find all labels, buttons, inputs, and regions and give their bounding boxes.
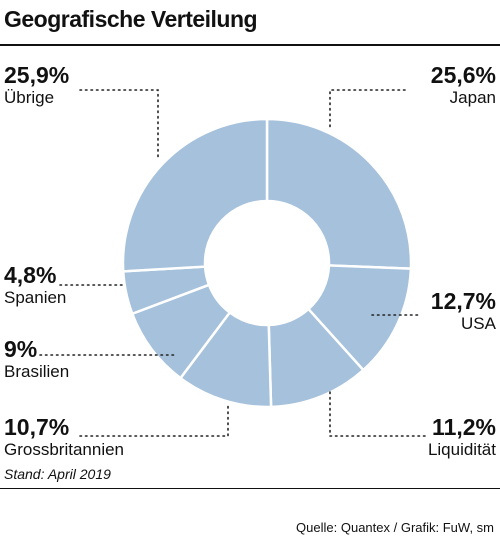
slice-name-usa: USA — [461, 314, 496, 333]
leader-line-japan — [329, 89, 406, 129]
chart-title: Geografische Verteilung — [4, 6, 258, 32]
label-liquiditaet: 11,2% Liquidität — [428, 414, 496, 460]
slice-pct-japan: 25,6% — [430, 62, 496, 88]
slice-name-brasilien: Brasilien — [4, 362, 70, 381]
slice-name-liquiditaet: Liquidität — [427, 440, 496, 459]
slice-japan — [265, 117, 413, 270]
source-credit: Quelle: Quantex / Grafik: FuW, sm — [296, 520, 494, 535]
slice-pct-uebrige: 25,9% — [4, 62, 70, 88]
title-rule — [0, 44, 500, 46]
footnote: Stand: April 2019 — [4, 466, 111, 482]
slice-name-japan: Japan — [449, 88, 496, 107]
slice-name-spanien: Spanien — [4, 288, 67, 307]
footer-rule — [0, 488, 500, 489]
slice-pct-liquiditaet: 11,2% — [432, 414, 496, 440]
slice-pct-brasilien: 9% — [4, 336, 38, 362]
slice-name-uebrige: Übrige — [4, 88, 55, 107]
slice-name-grossbritannien: Grossbritannien — [4, 440, 125, 459]
label-spanien: 4,8% Spanien — [4, 262, 66, 308]
label-uebrige: 25,9% Übrige — [4, 62, 69, 108]
leader-line-uebrige — [79, 89, 159, 161]
slice-pct-grossbritannien: 10,7% — [4, 414, 70, 440]
label-grossbritannien: 10,7% Grossbritannien — [4, 414, 124, 460]
label-usa: 12,7% USA — [431, 288, 496, 334]
slice-pct-usa: 12,7% — [430, 288, 496, 314]
leader-line-grossbritannien — [79, 404, 229, 437]
slice-uebrige — [121, 117, 269, 273]
slice-pct-spanien: 4,8% — [4, 262, 57, 288]
label-brasilien: 9% Brasilien — [4, 336, 69, 382]
leader-line-liquiditaet — [329, 391, 426, 437]
label-japan: 25,6% Japan — [431, 62, 496, 108]
